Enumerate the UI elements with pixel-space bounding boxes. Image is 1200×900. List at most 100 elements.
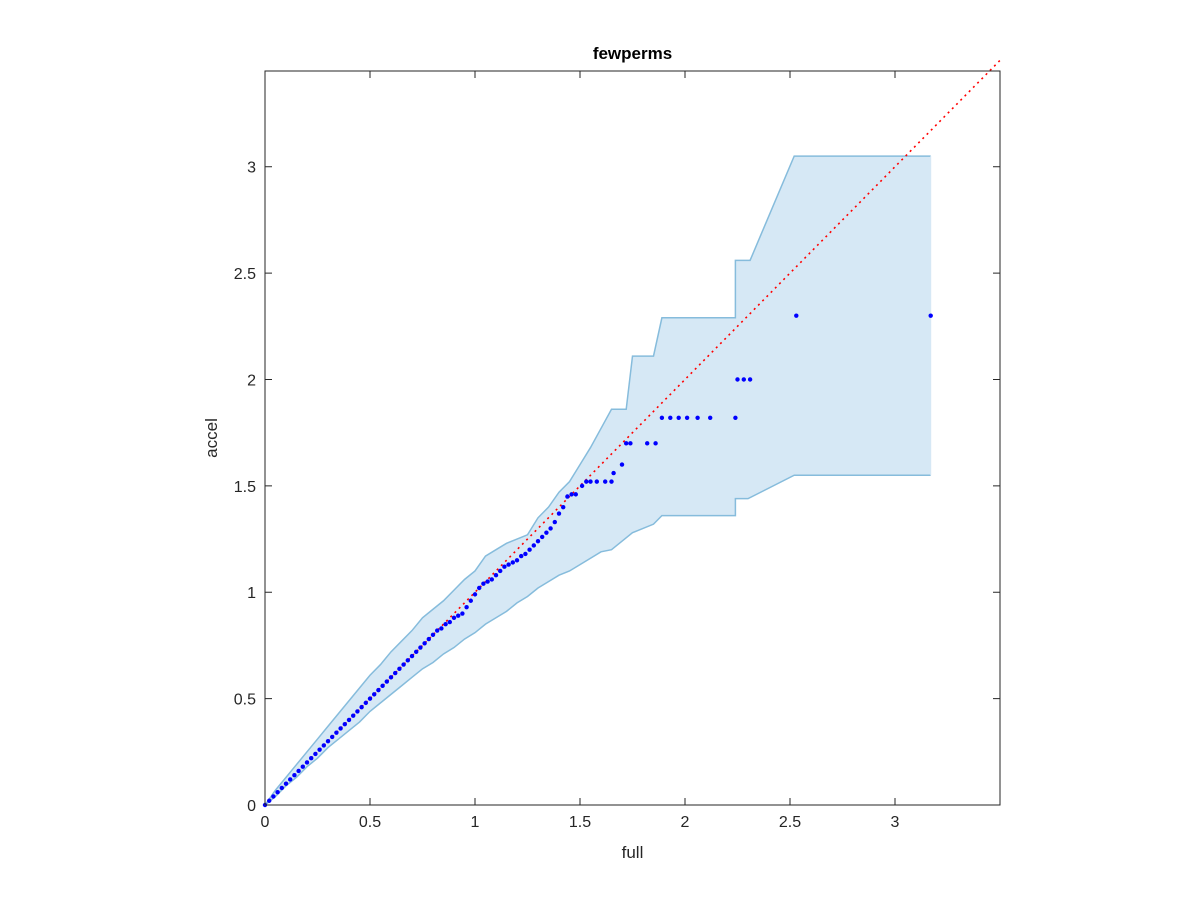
data-point — [489, 577, 494, 582]
data-point — [325, 738, 331, 744]
data-point — [645, 441, 650, 446]
data-point — [456, 613, 461, 618]
band-upper-edge — [264, 155, 931, 806]
data-point — [338, 726, 343, 731]
data-point — [481, 581, 486, 586]
data-point — [603, 479, 608, 484]
data-point — [275, 790, 280, 795]
band-lower-edge — [264, 474, 931, 806]
data-point — [548, 526, 553, 531]
data-point — [477, 585, 482, 591]
data-point — [531, 543, 536, 548]
data-point — [426, 636, 431, 642]
data-point — [472, 592, 478, 597]
axes-box — [264, 70, 1001, 806]
y-tick-label: 3 — [247, 160, 256, 177]
data-point — [565, 494, 570, 499]
data-point — [659, 415, 665, 420]
data-point — [300, 764, 305, 769]
data-point — [733, 415, 738, 420]
data-point — [619, 462, 625, 467]
data-point — [367, 696, 373, 701]
data-point — [384, 679, 389, 684]
data-point — [579, 483, 585, 489]
data-point — [569, 492, 574, 497]
data-point — [561, 504, 566, 510]
data-point — [321, 743, 326, 748]
data-point — [609, 479, 614, 484]
data-point — [498, 568, 503, 574]
x-tick-label: 0 — [261, 814, 270, 831]
data-point — [372, 692, 377, 697]
data-point — [334, 730, 339, 735]
data-point — [342, 721, 347, 727]
y-tick-label: 2 — [247, 372, 256, 389]
data-point — [317, 747, 322, 752]
data-point — [519, 553, 524, 559]
data-point — [401, 662, 406, 667]
data-point — [296, 768, 301, 774]
y-tick-label: 1 — [247, 585, 256, 602]
data-point — [584, 479, 589, 484]
data-point — [928, 313, 933, 318]
data-point — [351, 713, 356, 718]
data-point — [288, 777, 293, 782]
y-tick-label: 2.5 — [234, 266, 256, 283]
y-tick-label: 0.5 — [234, 692, 256, 709]
data-point — [439, 626, 444, 631]
data-point — [735, 377, 740, 382]
data-point — [708, 415, 713, 420]
x-tick-label: 0.5 — [359, 814, 381, 831]
data-point — [376, 687, 381, 693]
data-point — [594, 479, 599, 484]
data-point — [443, 621, 448, 627]
data-point — [588, 479, 593, 484]
data-point — [544, 530, 549, 535]
data-point — [668, 415, 673, 420]
chart-title: fewperms — [593, 44, 672, 63]
data-point — [493, 573, 499, 578]
data-point — [514, 558, 520, 563]
data-point — [460, 611, 465, 616]
x-tick-label: 1 — [471, 814, 480, 831]
x-axis-label: full — [622, 843, 644, 862]
data-point — [397, 666, 402, 672]
data-point — [506, 562, 511, 567]
data-point — [414, 649, 419, 655]
data-point — [676, 415, 681, 420]
data-point — [464, 604, 469, 610]
data-point — [468, 598, 473, 603]
data-point — [556, 511, 562, 516]
data-point — [684, 415, 690, 420]
data-point — [359, 704, 364, 710]
data-point — [502, 564, 507, 569]
data-point — [279, 785, 284, 791]
data-point — [535, 538, 541, 544]
data-point — [485, 579, 490, 584]
x-tick-label: 3 — [891, 814, 900, 831]
data-point — [451, 615, 457, 620]
data-point — [695, 415, 700, 420]
data-point — [309, 755, 314, 761]
data-point — [747, 377, 753, 382]
data-point — [355, 709, 360, 714]
data-point — [313, 751, 318, 757]
data-point — [422, 641, 427, 646]
ticks: 0 0.5 1 1.5 2 2.5 3 0 0.5 1 1.5 2 2.5 3 — [234, 71, 1000, 831]
x-tick-label: 2 — [681, 814, 690, 831]
data-point — [527, 547, 532, 552]
data-point — [552, 519, 557, 525]
axes — [264, 70, 1001, 806]
plot-area — [262, 59, 1001, 808]
y-tick-label: 0 — [247, 798, 256, 815]
x-tick-label: 2.5 — [779, 814, 801, 831]
data-point — [741, 377, 746, 382]
data-point — [283, 781, 289, 786]
data-point — [624, 441, 629, 446]
data-point — [418, 645, 423, 650]
data-point — [435, 628, 440, 633]
data-point — [271, 794, 276, 799]
data-point — [628, 441, 633, 446]
data-point — [573, 492, 578, 497]
